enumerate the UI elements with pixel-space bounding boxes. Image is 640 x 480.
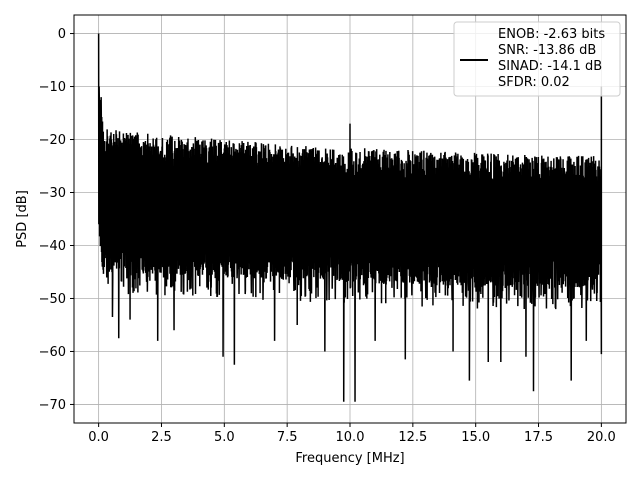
y-tick-label: −70 — [39, 398, 66, 413]
plot-area — [97, 33, 603, 402]
x-tick-label: 5.0 — [214, 430, 235, 445]
y-tick-label: −50 — [39, 292, 66, 307]
x-tick-label: 0.0 — [88, 430, 109, 445]
y-tick-label: 0 — [58, 27, 66, 42]
legend-entry-sfdr: SFDR: 0.02 — [498, 75, 570, 90]
x-tick-label: 7.5 — [277, 430, 298, 445]
y-tick-label: −20 — [39, 133, 66, 148]
x-tick-label: 2.5 — [151, 430, 172, 445]
legend-entry-enob: ENOB: -2.63 bits — [498, 27, 605, 42]
legend-box — [453, 21, 621, 97]
psd-series-line — [97, 33, 603, 402]
x-tick-label: 20.0 — [587, 430, 616, 445]
legend: ENOB: -2.63 bits SNR: -13.86 dB SINAD: -… — [453, 21, 621, 97]
x-axis-label: Frequency [MHz] — [295, 451, 404, 466]
legend-entry-sinad: SINAD: -14.1 dB — [498, 59, 602, 74]
legend-entry-snr: SNR: -13.86 dB — [498, 43, 596, 58]
x-tick-label: 10.0 — [336, 430, 365, 445]
x-tick-label: 15.0 — [461, 430, 490, 445]
y-tick-label: −40 — [39, 239, 66, 254]
y-tick-label: −60 — [39, 345, 66, 360]
x-tick-label: 17.5 — [524, 430, 553, 445]
ticks: 0.0 2.5 5.0 7.5 10.0 12.5 15.0 17.5 20.0 0 −10 −20 −… — [39, 27, 616, 445]
y-tick-label: −30 — [39, 186, 66, 201]
x-tick-label: 12.5 — [398, 430, 427, 445]
y-axis-label: PSD [dB] — [15, 190, 30, 248]
y-tick-label: −10 — [39, 80, 66, 95]
